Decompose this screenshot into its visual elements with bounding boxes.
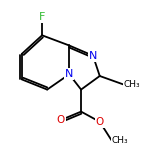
- Text: CH₃: CH₃: [112, 136, 128, 145]
- Text: CH₃: CH₃: [123, 80, 140, 89]
- Text: F: F: [39, 12, 45, 22]
- Text: N: N: [89, 51, 97, 61]
- Text: O: O: [57, 115, 65, 125]
- Text: O: O: [96, 117, 104, 127]
- Text: N: N: [65, 69, 73, 79]
